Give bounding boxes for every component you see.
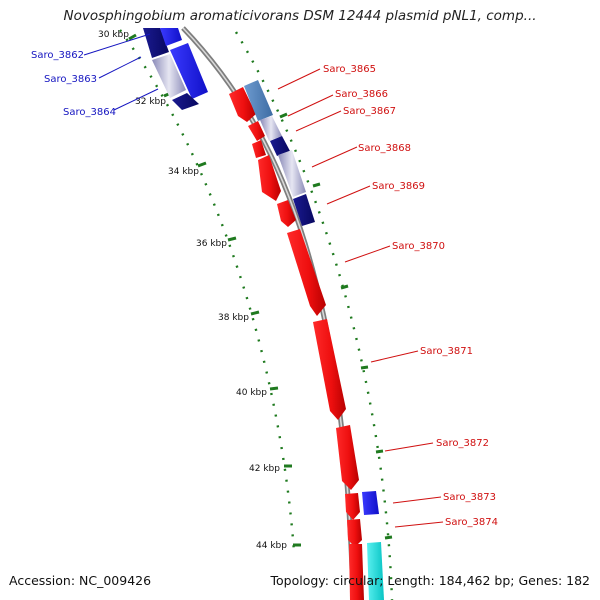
leader-saro-3866 (287, 94, 334, 117)
outer-tick-1 (279, 112, 288, 119)
gene-saro-3864 (172, 93, 199, 110)
tick-40kbp (269, 386, 279, 391)
map-title: Novosphingobium aromaticivorans DSM 1244… (63, 8, 537, 24)
left-leader-lines (83, 33, 159, 111)
summary-text: Topology: circular; Length: 184,462 bp; … (270, 573, 591, 588)
leader-saro-3870 (344, 245, 391, 263)
label-saro-3866: Saro_3866 (335, 89, 388, 100)
label-saro-3864: Saro_3864 (63, 107, 116, 118)
outer-major-ticks (279, 112, 393, 540)
right-leader-lines (277, 68, 444, 528)
tick-36kbp (227, 236, 237, 242)
label-saro-3862: Saro_3862 (31, 50, 84, 61)
gene-saro-3870 (287, 229, 326, 316)
gene-saro-3872 (336, 425, 359, 490)
gene-saro-3868 (258, 155, 281, 201)
gene-saro-3868-light (278, 150, 306, 197)
leader-saro-3871 (370, 350, 419, 363)
leader-saro-3874 (394, 521, 444, 528)
gene-saro-3873 (345, 493, 360, 520)
leader-saro-3873 (392, 496, 442, 504)
leader-saro-3864 (113, 88, 159, 111)
label-saro-3873: Saro_3873 (443, 492, 496, 503)
gene-saro-3863 (152, 54, 186, 98)
tick-label-38kbp: 38 kbp (218, 313, 249, 323)
outer-tick-ring (234, 31, 394, 600)
tick-label-30kbp: 30 kbp (98, 30, 129, 40)
outer-tick-4 (360, 365, 369, 370)
label-saro-3870: Saro_3870 (392, 241, 445, 252)
gene-saro-3871 (313, 319, 346, 420)
tick-34kbp (197, 161, 207, 168)
tick-label-32kbp: 32 kbp (135, 97, 166, 107)
gene-saro-3869 (277, 200, 296, 227)
leader-saro-3872 (384, 442, 434, 452)
label-saro-3869: Saro_3869 (372, 181, 425, 192)
forward-genes (229, 80, 384, 600)
leader-saro-3868 (311, 146, 358, 168)
gene-saro-3866-light (260, 116, 282, 141)
gene-saro-3865 (229, 87, 256, 122)
gene-saro-3863b (170, 43, 208, 99)
gene-saro-3874-next (349, 544, 364, 600)
label-saro-3874: Saro_3874 (445, 517, 498, 528)
major-ticks (128, 33, 301, 547)
leader-saro-3867 (295, 110, 342, 132)
right-gene-labels: Saro_3865 Saro_3866 Saro_3867 Saro_3868 … (323, 64, 498, 528)
label-saro-3871: Saro_3871 (420, 346, 473, 357)
gene-saro-3867-red (252, 140, 266, 158)
reverse-genes (143, 28, 208, 110)
gene-saro-3873-blue (362, 491, 379, 515)
label-saro-3865: Saro_3865 (323, 64, 376, 75)
tick-label-40kbp: 40 kbp (236, 388, 267, 398)
gene-saro-3865-steel (244, 80, 273, 121)
leader-saro-3869 (326, 185, 371, 205)
label-saro-3868: Saro_3868 (358, 143, 411, 154)
label-saro-3867: Saro_3867 (343, 106, 396, 117)
leader-saro-3862 (83, 33, 151, 56)
accession-text: Accession: NC_009426 (9, 573, 152, 588)
tick-38kbp (250, 310, 260, 316)
tick-label-36kbp: 36 kbp (196, 239, 227, 249)
outer-tick-3 (340, 284, 349, 290)
tick-label-44kbp: 44 kbp (256, 541, 287, 551)
tick-label-42kbp: 42 kbp (249, 464, 280, 474)
outer-tick-6 (384, 535, 393, 540)
gene-saro-3869-dark (293, 194, 315, 226)
gene-saro-3866 (248, 121, 265, 141)
tick-label-34kbp: 34 kbp (168, 167, 199, 177)
gene-cyan (367, 542, 384, 600)
gene-saro-3867 (270, 136, 290, 156)
tick-labels: 30 kbp 32 kbp 34 kbp 36 kbp 38 kbp 40 kb… (98, 30, 287, 551)
label-saro-3872: Saro_3872 (436, 438, 489, 449)
leader-saro-3865 (277, 68, 321, 90)
gene-saro-3862b (160, 28, 182, 46)
left-gene-labels: Saro_3862 Saro_3863 Saro_3864 (31, 50, 116, 118)
gene-saro-3874 (347, 519, 362, 547)
leader-saro-3863 (98, 56, 142, 79)
outer-tick-2 (312, 182, 321, 188)
label-saro-3863: Saro_3863 (44, 74, 97, 85)
outer-tick-5 (375, 449, 384, 454)
tick-30kbp (128, 33, 137, 41)
